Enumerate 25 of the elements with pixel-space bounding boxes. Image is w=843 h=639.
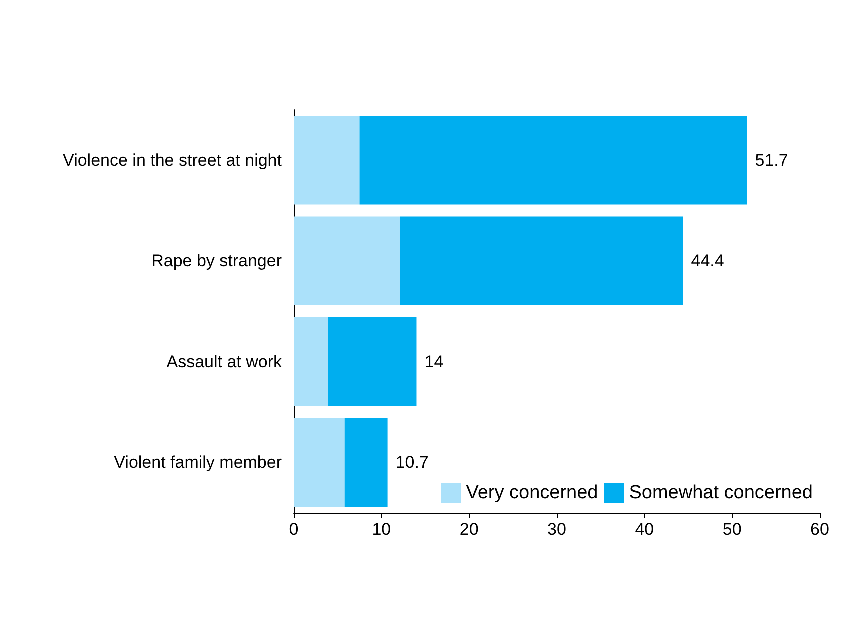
x-tick-label: 40 — [635, 520, 654, 539]
x-tick-label: 50 — [722, 520, 742, 539]
total-label: 51.7 — [755, 150, 788, 170]
bar — [344, 418, 388, 507]
bar — [294, 116, 360, 205]
x-tick-label: 10 — [372, 520, 392, 539]
x-tick-label: 60 — [810, 520, 830, 539]
bar — [328, 318, 417, 406]
total-label: 10.7 — [396, 453, 429, 472]
y-tick-label: Assault at work — [166, 352, 282, 372]
bar — [360, 116, 748, 205]
total-label: 44.4 — [691, 252, 724, 271]
bar — [294, 216, 400, 306]
bar — [294, 318, 328, 406]
legend-label: Somewhat concerned — [629, 482, 814, 504]
y-tick-label: Rape by stranger — [152, 252, 282, 271]
x-tick-label: 30 — [548, 520, 566, 539]
y-tick-label: Violent family member — [114, 453, 282, 472]
x-tick-label: 0 — [289, 520, 299, 539]
bar — [294, 418, 345, 507]
x-tick-label: 20 — [460, 520, 479, 539]
y-tick-label: Violence in the street at night — [63, 150, 282, 170]
total-label: 14 — [424, 352, 444, 372]
legend-label: Very concerned — [466, 482, 598, 504]
bar — [400, 216, 684, 306]
